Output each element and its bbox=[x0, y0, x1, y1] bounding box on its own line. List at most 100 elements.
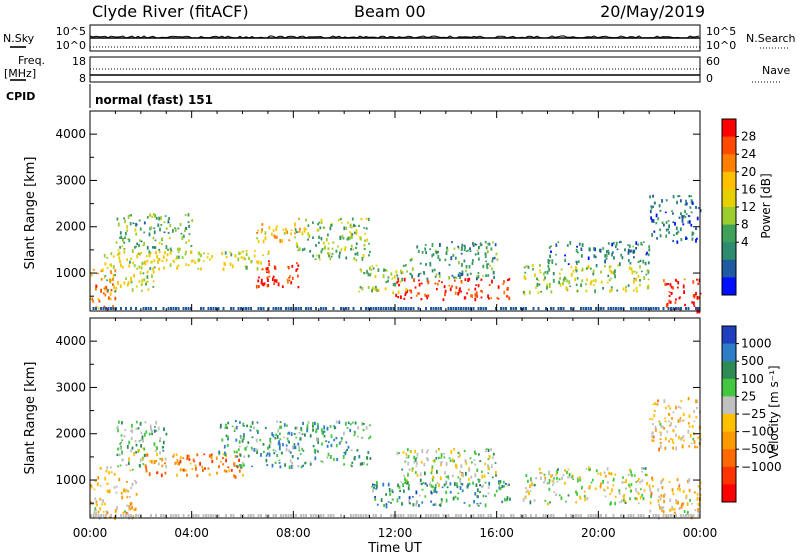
velocity-cell bbox=[413, 455, 416, 460]
velocity-cell bbox=[446, 486, 449, 489]
power-cell bbox=[497, 285, 500, 289]
velocity-cell bbox=[585, 468, 588, 471]
power-cell bbox=[605, 257, 608, 260]
velocity-cell bbox=[484, 481, 487, 484]
velocity-cell bbox=[606, 467, 609, 471]
power-cell bbox=[172, 259, 175, 262]
velocity-cell bbox=[651, 478, 654, 482]
power-cell bbox=[349, 231, 351, 233]
velocity-cell bbox=[673, 507, 676, 511]
velocity-cell bbox=[667, 405, 670, 407]
power-cell bbox=[101, 268, 104, 272]
velocity-cell bbox=[110, 466, 112, 469]
velocity-echo-region bbox=[371, 480, 511, 509]
velocity-cell bbox=[135, 420, 138, 424]
velocity-cell bbox=[575, 490, 577, 494]
power-cell bbox=[103, 277, 106, 279]
power-cell bbox=[307, 238, 309, 241]
velocity-cell bbox=[628, 469, 631, 472]
power-cell bbox=[312, 254, 315, 258]
velocity-cell bbox=[462, 472, 465, 477]
velocity-cell bbox=[604, 474, 607, 478]
power-cell bbox=[277, 282, 280, 287]
power-cell bbox=[672, 239, 675, 243]
velocity-cell bbox=[300, 514, 302, 517]
velocity-cell bbox=[655, 428, 657, 432]
velocity-cell bbox=[290, 465, 293, 469]
power-cell bbox=[132, 261, 134, 265]
power-cell bbox=[674, 301, 677, 304]
velocity-cell bbox=[306, 427, 309, 430]
velocity-cell bbox=[657, 488, 660, 492]
velocity-cell bbox=[434, 488, 437, 493]
power-cell bbox=[145, 281, 148, 284]
velocity-cell bbox=[148, 432, 151, 436]
velocity-cell bbox=[275, 433, 277, 437]
power-cell bbox=[418, 279, 420, 282]
velocity-cell bbox=[100, 514, 102, 517]
power-cell bbox=[295, 307, 297, 310]
velocity-cell bbox=[236, 455, 239, 458]
power-cell bbox=[390, 272, 393, 276]
power-cell bbox=[658, 204, 661, 208]
velocity-cell bbox=[228, 469, 231, 473]
velocity-cell bbox=[269, 438, 272, 443]
velocity-cell bbox=[435, 450, 438, 454]
velocity-cell bbox=[398, 496, 401, 500]
power-cell bbox=[438, 258, 441, 262]
power-cell bbox=[605, 254, 608, 258]
power-cell bbox=[486, 267, 489, 270]
freq-tick-bottom: 8 bbox=[79, 72, 86, 85]
power-cell bbox=[570, 307, 572, 310]
power-cell bbox=[688, 194, 691, 198]
power-cell bbox=[575, 283, 578, 287]
power-cell bbox=[372, 286, 375, 290]
power-cell bbox=[363, 248, 366, 250]
velocity-cell bbox=[102, 514, 105, 517]
velocity-cell bbox=[240, 464, 243, 468]
velocity-cell bbox=[553, 477, 555, 480]
power-cell bbox=[262, 239, 265, 244]
power-cell bbox=[421, 251, 424, 254]
nsky-tick-top: 10^5 bbox=[56, 25, 86, 38]
power-cell bbox=[230, 307, 232, 310]
power-cell bbox=[490, 297, 492, 300]
velocity-cell bbox=[625, 487, 627, 490]
velocity-cell bbox=[696, 406, 698, 410]
velocity-cell bbox=[455, 514, 457, 517]
velocity-cell bbox=[487, 486, 490, 489]
power-cell bbox=[153, 227, 156, 230]
power-cell bbox=[430, 307, 432, 310]
velocity-cell bbox=[592, 514, 595, 517]
velocity-cell bbox=[241, 461, 244, 465]
power-cell bbox=[352, 307, 355, 310]
power-cell bbox=[567, 263, 570, 266]
velocity-cell bbox=[365, 426, 368, 430]
power-cell bbox=[268, 262, 271, 266]
power-cell bbox=[409, 258, 412, 262]
power-cell bbox=[484, 254, 487, 259]
power-cell bbox=[602, 287, 604, 290]
power-echo-region bbox=[649, 194, 702, 244]
velocity-cell bbox=[610, 472, 613, 476]
velocity-cell bbox=[655, 514, 657, 517]
velocity-cell bbox=[122, 511, 125, 515]
power-cell bbox=[153, 266, 156, 269]
velocity-cell bbox=[423, 463, 426, 467]
velocity-cell bbox=[237, 448, 240, 452]
velocity-cell bbox=[415, 457, 418, 459]
power-cell bbox=[158, 216, 160, 221]
velocity-cell bbox=[278, 443, 281, 447]
power-colorbar-swatch bbox=[722, 171, 736, 190]
velocity-cell bbox=[687, 479, 690, 484]
velocity-cell bbox=[218, 451, 221, 455]
velocity-cell bbox=[225, 434, 228, 438]
power-cell bbox=[124, 219, 126, 224]
power-cell bbox=[426, 297, 429, 300]
power-cell bbox=[291, 276, 294, 280]
power-cell bbox=[256, 260, 258, 264]
velocity-cell bbox=[277, 428, 280, 433]
velocity-cell bbox=[415, 503, 417, 507]
velocity-cell bbox=[105, 513, 108, 515]
velocity-cell bbox=[406, 448, 409, 452]
